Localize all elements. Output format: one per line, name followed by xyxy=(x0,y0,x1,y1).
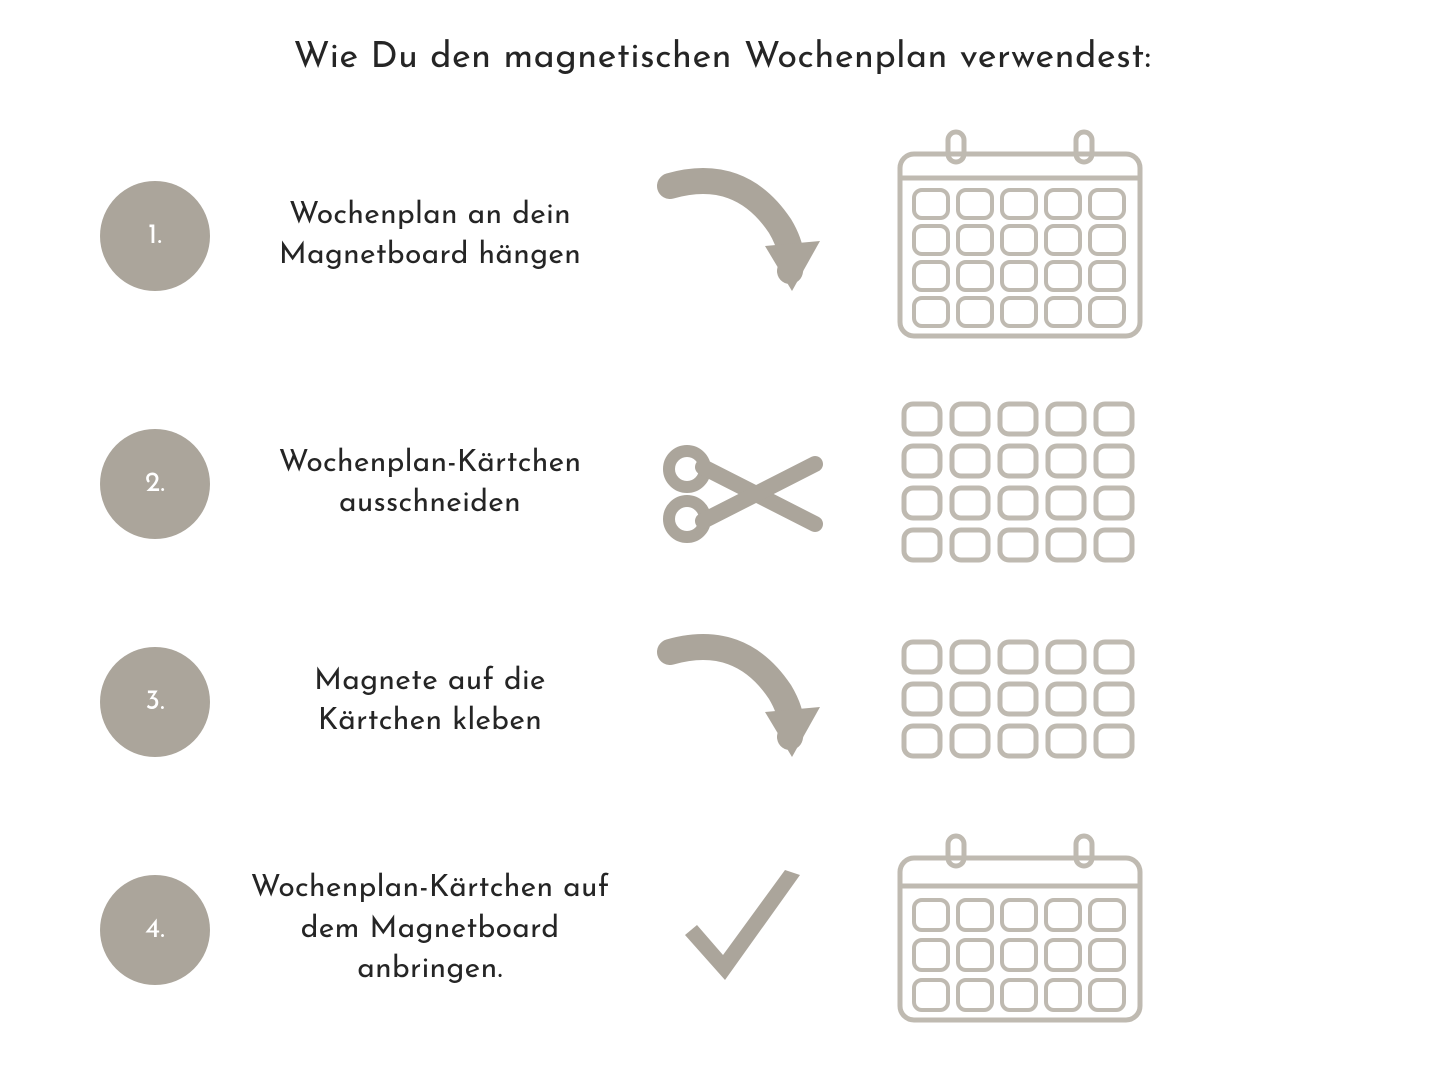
cards-grid-icon xyxy=(870,394,1170,574)
scissors-icon xyxy=(630,409,850,559)
step-number: 3. xyxy=(145,688,164,716)
step-2: 2. Wochenplan-Kärtchen ausschneiden xyxy=(90,394,1355,574)
step-text-3: Magnete auf die Kärtchen kleben xyxy=(250,662,610,743)
steps-container: 1. Wochenplan an dein Magnetboard hängen xyxy=(90,126,1355,1030)
step-text-2: Wochenplan-Kärtchen ausschneiden xyxy=(250,444,610,525)
calendar-icon xyxy=(870,830,1170,1030)
step-badge-4: 4. xyxy=(100,875,210,985)
curved-arrow-icon xyxy=(630,622,850,782)
cards-grid-icon xyxy=(870,632,1170,772)
step-badge-3: 3. xyxy=(100,647,210,757)
step-1: 1. Wochenplan an dein Magnetboard hängen xyxy=(90,126,1355,346)
step-text-4: Wochenplan-Kärtchen auf dem Magnetboard … xyxy=(250,869,610,991)
step-number: 1. xyxy=(148,222,162,250)
checkmark-icon xyxy=(630,855,850,1005)
curved-arrow-icon xyxy=(630,156,850,316)
step-number: 2. xyxy=(145,470,165,498)
calendar-icon xyxy=(870,126,1170,346)
step-3: 3. Magnete auf die Kärtchen kleben xyxy=(90,622,1355,782)
step-text-1: Wochenplan an dein Magnetboard hängen xyxy=(250,196,610,277)
step-number: 4. xyxy=(145,916,165,944)
step-badge-2: 2. xyxy=(100,429,210,539)
page-title: Wie Du den magnetischen Wochenplan verwe… xyxy=(90,40,1355,76)
step-badge-1: 1. xyxy=(100,181,210,291)
step-4: 4. Wochenplan-Kärtchen auf dem Magnetboa… xyxy=(90,830,1355,1030)
